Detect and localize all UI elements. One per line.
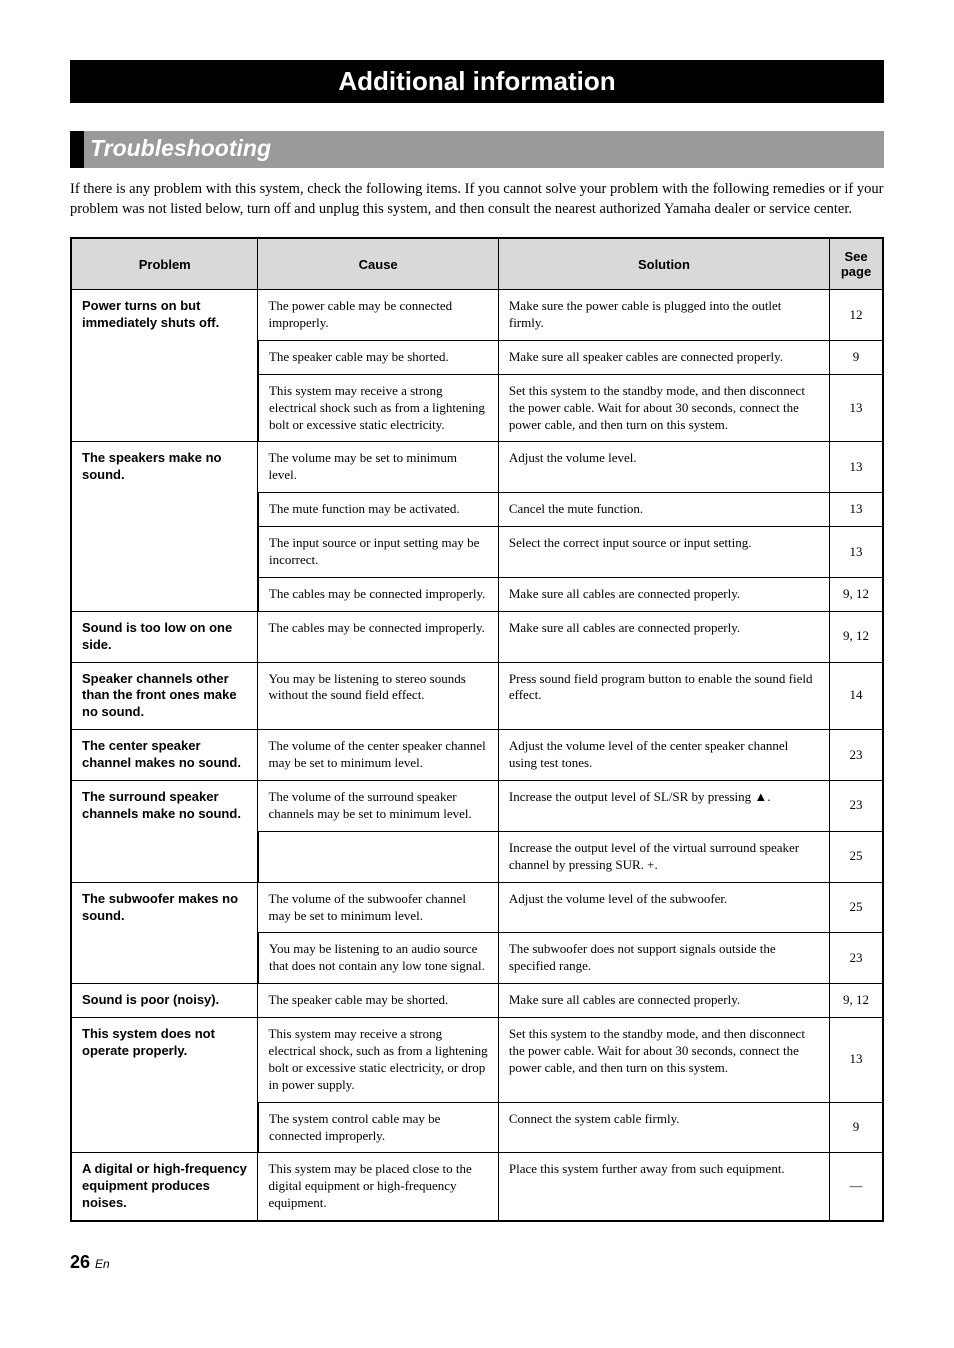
solution-cell: Increase the output level of SL/SR by pr…: [498, 781, 829, 832]
table-row: Power turns on but immediately shuts off…: [71, 290, 883, 341]
cause-cell: You may be listening to stereo sounds wi…: [258, 662, 498, 730]
cause-cell: The speaker cable may be shorted.: [258, 340, 498, 374]
header-solution: Solution: [498, 238, 829, 290]
solution-cell: Cancel the mute function.: [498, 493, 829, 527]
solution-cell: Increase the output level of the virtual…: [498, 831, 829, 882]
intro-paragraph: If there is any problem with this system…: [70, 180, 884, 219]
cause-cell: The cables may be connected improperly.: [258, 577, 498, 611]
problem-cell: The speakers make no sound.: [71, 442, 258, 611]
header-problem: Problem: [71, 238, 258, 290]
problem-cell: Sound is poor (noisy).: [71, 984, 258, 1018]
table-row: Sound is poor (noisy).The speaker cable …: [71, 984, 883, 1018]
problem-cell: The surround speaker channels make no so…: [71, 781, 258, 883]
page-cell: 23: [830, 933, 883, 984]
cause-cell: [258, 831, 498, 882]
table-row: The center speaker channel makes no soun…: [71, 730, 883, 781]
page-cell: 13: [830, 527, 883, 578]
header-page: See page: [830, 238, 883, 290]
page-cell: 13: [830, 493, 883, 527]
cause-cell: The system control cable may be connecte…: [258, 1102, 498, 1153]
table-row: Sound is too low on one side.The cables …: [71, 611, 883, 662]
solution-cell: The subwoofer does not support signals o…: [498, 933, 829, 984]
table-row: The speakers make no sound.The volume ma…: [71, 442, 883, 493]
solution-cell: Make sure all cables are connected prope…: [498, 577, 829, 611]
table-body: Power turns on but immediately shuts off…: [71, 290, 883, 1221]
cause-cell: The power cable may be connected imprope…: [258, 290, 498, 341]
solution-cell: Make sure the power cable is plugged int…: [498, 290, 829, 341]
page-cell: 12: [830, 290, 883, 341]
cause-cell: This system may be placed close to the d…: [258, 1153, 498, 1221]
cause-cell: You may be listening to an audio source …: [258, 933, 498, 984]
solution-cell: Set this system to the standby mode, and…: [498, 1018, 829, 1103]
table-row: The surround speaker channels make no so…: [71, 781, 883, 832]
page-cell: 9, 12: [830, 984, 883, 1018]
header-cause: Cause: [258, 238, 498, 290]
solution-cell: Make sure all cables are connected prope…: [498, 984, 829, 1018]
cause-cell: The volume may be set to minimum level.: [258, 442, 498, 493]
table-header-row: Problem Cause Solution See page: [71, 238, 883, 290]
cause-cell: The volume of the surround speaker chann…: [258, 781, 498, 832]
cause-cell: This system may receive a strong electri…: [258, 374, 498, 442]
cause-cell: The speaker cable may be shorted.: [258, 984, 498, 1018]
solution-cell: Set this system to the standby mode, and…: [498, 374, 829, 442]
table-row: Speaker channels other than the front on…: [71, 662, 883, 730]
solution-cell: Adjust the volume level.: [498, 442, 829, 493]
page-cell: —: [830, 1153, 883, 1221]
page-cell: 9, 12: [830, 577, 883, 611]
section-banner: Additional information: [70, 60, 884, 103]
page-lang-suffix: En: [95, 1257, 110, 1271]
page-cell: 13: [830, 1018, 883, 1103]
cause-cell: The cables may be connected improperly.: [258, 611, 498, 662]
page-cell: 13: [830, 442, 883, 493]
page-cell: 23: [830, 730, 883, 781]
solution-cell: Select the correct input source or input…: [498, 527, 829, 578]
page-cell: 23: [830, 781, 883, 832]
cause-cell: The input source or input setting may be…: [258, 527, 498, 578]
cause-cell: The mute function may be activated.: [258, 493, 498, 527]
page-cell: 9: [830, 1102, 883, 1153]
page-cell: 9: [830, 340, 883, 374]
page-cell: 25: [830, 831, 883, 882]
problem-cell: The subwoofer makes no sound.: [71, 882, 258, 984]
page-cell: 25: [830, 882, 883, 933]
solution-cell: Make sure all cables are connected prope…: [498, 611, 829, 662]
solution-cell: Connect the system cable firmly.: [498, 1102, 829, 1153]
troubleshooting-table: Problem Cause Solution See page Power tu…: [70, 237, 884, 1222]
solution-cell: Press sound field program button to enab…: [498, 662, 829, 730]
cause-cell: This system may receive a strong electri…: [258, 1018, 498, 1103]
page-cell: 14: [830, 662, 883, 730]
page-cell: 13: [830, 374, 883, 442]
problem-cell: Sound is too low on one side.: [71, 611, 258, 662]
table-row: This system does not operate properly.Th…: [71, 1018, 883, 1103]
problem-cell: Power turns on but immediately shuts off…: [71, 290, 258, 442]
page-number: 26: [70, 1252, 90, 1272]
subheading-banner: Troubleshooting: [70, 131, 884, 168]
solution-cell: Place this system further away from such…: [498, 1153, 829, 1221]
problem-cell: This system does not operate properly.: [71, 1018, 258, 1153]
solution-cell: Make sure all speaker cables are connect…: [498, 340, 829, 374]
cause-cell: The volume of the center speaker channel…: [258, 730, 498, 781]
problem-cell: A digital or high-frequency equipment pr…: [71, 1153, 258, 1221]
solution-cell: Adjust the volume level of the center sp…: [498, 730, 829, 781]
solution-cell: Adjust the volume level of the subwoofer…: [498, 882, 829, 933]
table-row: The subwoofer makes no sound.The volume …: [71, 882, 883, 933]
problem-cell: Speaker channels other than the front on…: [71, 662, 258, 730]
table-row: A digital or high-frequency equipment pr…: [71, 1153, 883, 1221]
problem-cell: The center speaker channel makes no soun…: [71, 730, 258, 781]
subheading-text: Troubleshooting: [84, 135, 271, 161]
page-cell: 9, 12: [830, 611, 883, 662]
cause-cell: The volume of the subwoofer channel may …: [258, 882, 498, 933]
page-footer: 26 En: [70, 1252, 884, 1273]
